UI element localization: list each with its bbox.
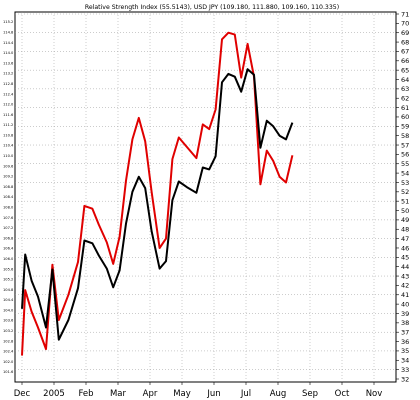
- left-tick-label: 110.4: [3, 144, 14, 148]
- right-tick-label: 64: [401, 76, 409, 84]
- x-tick-label: Aug: [270, 389, 287, 399]
- right-tick-label: 40: [401, 300, 409, 308]
- left-tick-label: 104.4: [3, 298, 14, 302]
- left-tick-label: 108.8: [3, 185, 14, 189]
- x-tick-label: Oct: [335, 389, 350, 399]
- right-tick-label: 32: [401, 375, 409, 383]
- right-tick-label: 43: [401, 272, 409, 280]
- left-tick-label: 114.8: [3, 30, 14, 34]
- right-tick-label: 42: [401, 282, 409, 290]
- left-tick-label: 111.2: [3, 123, 13, 127]
- right-tick-label: 57: [401, 141, 409, 149]
- left-tick-label: 107.6: [3, 216, 14, 220]
- series-lines: [21, 31, 294, 356]
- left-tick-label: 106.8: [3, 236, 14, 240]
- right-tick-label: 44: [401, 263, 409, 271]
- right-tick-label: 45: [401, 254, 409, 262]
- left-tick-label: 102.4: [3, 350, 14, 354]
- left-tick-label: 104.8: [3, 288, 14, 292]
- right-tick-label: 54: [401, 169, 409, 177]
- right-tick-label: 67: [401, 48, 409, 56]
- left-tick-label: 103.2: [3, 329, 13, 333]
- right-tick-label: 71: [401, 10, 409, 18]
- left-tick-label: 108.4: [3, 195, 14, 199]
- right-tick-label: 38: [401, 319, 409, 327]
- left-tick-label: 113.2: [3, 72, 13, 76]
- right-tick-label: 46: [401, 244, 409, 252]
- x-tick-label: 2005: [43, 389, 65, 399]
- right-axis: 3233343536373839404142434445464748495051…: [396, 10, 409, 383]
- left-tick-label: 112.4: [3, 92, 14, 96]
- left-tick-label: 107.2: [3, 226, 13, 230]
- left-tick-label: 101.6: [3, 370, 14, 374]
- right-tick-label: 66: [401, 57, 409, 65]
- left-tick-label: 112.8: [3, 82, 14, 86]
- x-axis: Dec 2005 Feb Mar Apr May Jun Jul Aug Sep Oct Nov: [14, 382, 383, 399]
- left-axis: 101.6 102.0 102.4 102.8 103.2 103.6 104.0 104.4…: [3, 20, 14, 374]
- left-tick-label: 106.0: [3, 257, 14, 261]
- right-tick-label: 61: [401, 104, 409, 112]
- x-tick-label: May: [173, 389, 191, 399]
- right-tick-label: 41: [401, 291, 409, 299]
- right-tick-label: 50: [401, 207, 409, 215]
- left-tick-label: 109.2: [3, 175, 13, 179]
- right-tick-label: 37: [401, 329, 409, 337]
- right-tick-label: 65: [401, 66, 409, 74]
- x-tick-label: Jul: [240, 389, 251, 399]
- right-tick-label: 51: [401, 197, 409, 205]
- left-tick-label: 110.8: [3, 133, 14, 137]
- left-tick-label: 103.6: [3, 319, 14, 323]
- right-tick-label: 62: [401, 95, 409, 103]
- left-tick-label: 111.6: [3, 113, 14, 117]
- left-tick-label: 105.6: [3, 267, 14, 271]
- left-tick-label: 113.6: [3, 61, 14, 65]
- left-tick-label: 114.0: [3, 51, 14, 55]
- x-tick-label: Mar: [110, 389, 127, 399]
- left-tick-label: 110.0: [3, 154, 14, 158]
- right-tick-label: 69: [401, 29, 409, 37]
- right-tick-label: 39: [401, 310, 409, 318]
- rsi-red-series-line: [21, 31, 294, 356]
- x-tick-label: Feb: [78, 389, 93, 399]
- left-tick-label: 102.0: [3, 360, 14, 364]
- right-tick-label: 70: [401, 20, 409, 28]
- right-tick-label: 56: [401, 151, 409, 159]
- left-tick-label: 105.2: [3, 278, 13, 282]
- left-tick-label: 115.2: [3, 20, 13, 24]
- right-tick-label: 55: [401, 160, 409, 168]
- left-tick-label: 106.4: [3, 247, 14, 251]
- right-tick-label: 59: [401, 123, 409, 131]
- plot-frame: [14, 11, 397, 383]
- left-tick-label: 112.0: [3, 103, 14, 107]
- right-tick-label: 68: [401, 38, 409, 46]
- left-tick-label: 102.8: [3, 339, 14, 343]
- x-tick-label: Jun: [206, 389, 220, 399]
- right-tick-label: 47: [401, 235, 409, 243]
- right-tick-label: 63: [401, 85, 409, 93]
- x-tick-label: Sep: [302, 389, 318, 399]
- right-tick-label: 58: [401, 132, 409, 140]
- right-tick-label: 49: [401, 216, 409, 224]
- x-tick-label: Apr: [143, 389, 158, 399]
- right-tick-label: 36: [401, 338, 409, 346]
- x-tick-label: Nov: [366, 389, 383, 399]
- price-black-series-line: [21, 68, 294, 341]
- left-tick-label: 114.4: [3, 41, 14, 45]
- right-tick-label: 53: [401, 179, 409, 187]
- right-tick-label: 48: [401, 226, 409, 234]
- x-tick-label: Dec: [14, 389, 31, 399]
- left-tick-label: 108.0: [3, 205, 14, 209]
- right-tick-label: 33: [401, 366, 409, 374]
- right-tick-label: 52: [401, 188, 409, 196]
- right-tick-label: 35: [401, 347, 409, 355]
- chart-title: Relative Strength Index (55.5143), USD J…: [85, 4, 339, 11]
- left-tick-label: 104.0: [3, 308, 14, 312]
- right-tick-label: 34: [401, 357, 409, 365]
- left-tick-label: 109.6: [3, 164, 14, 168]
- right-tick-label: 60: [401, 113, 409, 121]
